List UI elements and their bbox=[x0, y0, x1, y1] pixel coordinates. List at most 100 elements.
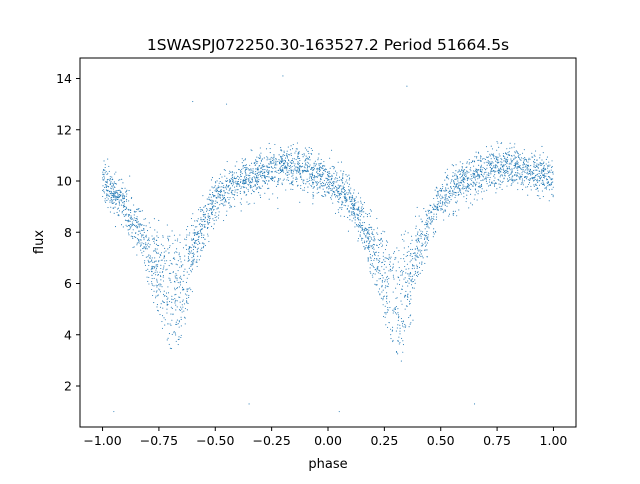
data-point bbox=[415, 255, 417, 257]
data-point bbox=[113, 212, 115, 214]
data-point bbox=[524, 171, 526, 174]
data-point bbox=[408, 282, 410, 284]
data-point bbox=[426, 214, 428, 216]
data-point bbox=[151, 281, 153, 283]
data-point bbox=[259, 164, 261, 167]
data-point bbox=[374, 283, 376, 285]
data-point bbox=[174, 289, 176, 291]
data-point bbox=[119, 192, 121, 194]
data-point bbox=[509, 177, 511, 179]
data-point bbox=[495, 158, 498, 161]
data-point bbox=[106, 196, 108, 198]
data-point bbox=[542, 180, 544, 182]
data-point bbox=[346, 198, 348, 200]
data-point bbox=[450, 187, 452, 189]
data-point bbox=[116, 195, 118, 197]
data-point bbox=[456, 175, 459, 177]
data-point bbox=[297, 167, 299, 169]
data-point bbox=[403, 240, 405, 242]
data-point bbox=[253, 172, 255, 174]
data-point bbox=[341, 203, 343, 205]
data-point bbox=[439, 205, 441, 207]
data-point bbox=[338, 198, 340, 200]
data-point bbox=[386, 275, 388, 277]
data-point bbox=[545, 186, 547, 188]
data-point bbox=[369, 246, 371, 248]
data-point bbox=[148, 238, 150, 241]
data-point bbox=[182, 300, 184, 302]
data-point bbox=[399, 330, 401, 332]
data-point bbox=[494, 171, 496, 173]
data-point bbox=[267, 188, 269, 190]
data-point bbox=[232, 179, 234, 182]
data-point bbox=[385, 266, 387, 268]
data-point bbox=[444, 196, 446, 198]
data-point bbox=[170, 281, 172, 284]
data-point bbox=[378, 239, 381, 241]
data-point bbox=[358, 225, 361, 227]
data-point bbox=[201, 250, 203, 252]
data-point bbox=[156, 231, 158, 233]
data-point bbox=[409, 303, 411, 305]
data-point bbox=[382, 255, 384, 257]
data-point bbox=[342, 185, 344, 187]
data-point bbox=[408, 326, 410, 328]
data-point bbox=[416, 264, 418, 266]
data-point bbox=[322, 169, 325, 172]
data-point bbox=[379, 270, 381, 272]
data-point bbox=[531, 171, 533, 173]
data-point bbox=[207, 223, 209, 225]
data-point bbox=[113, 191, 115, 193]
data-point bbox=[282, 179, 284, 181]
data-point bbox=[536, 163, 538, 165]
data-point bbox=[292, 171, 295, 173]
data-point bbox=[245, 164, 247, 166]
data-point bbox=[532, 171, 534, 173]
data-point bbox=[516, 175, 518, 177]
data-point bbox=[349, 211, 351, 213]
data-point bbox=[273, 162, 275, 164]
data-point bbox=[408, 273, 410, 275]
data-point bbox=[191, 264, 193, 266]
data-point bbox=[459, 177, 461, 179]
data-point bbox=[104, 164, 106, 166]
data-point bbox=[259, 147, 261, 149]
data-point bbox=[348, 183, 350, 185]
data-point bbox=[148, 264, 150, 267]
data-point bbox=[110, 187, 112, 189]
data-point bbox=[124, 187, 126, 189]
data-point bbox=[109, 178, 111, 180]
data-point bbox=[220, 189, 222, 191]
data-point bbox=[345, 193, 347, 195]
data-point bbox=[458, 182, 460, 184]
data-point bbox=[189, 287, 191, 289]
data-point bbox=[490, 153, 493, 155]
data-point bbox=[166, 304, 168, 306]
data-point bbox=[392, 291, 394, 293]
data-point bbox=[219, 189, 222, 191]
data-point bbox=[424, 224, 426, 226]
data-point bbox=[523, 149, 525, 151]
data-point bbox=[403, 247, 405, 249]
data-point bbox=[286, 162, 288, 164]
data-point bbox=[329, 167, 331, 169]
data-point bbox=[422, 244, 424, 246]
data-point bbox=[465, 186, 467, 188]
data-point bbox=[166, 312, 168, 314]
data-point bbox=[478, 164, 480, 166]
data-point bbox=[379, 293, 381, 295]
data-point bbox=[433, 228, 435, 230]
data-point bbox=[433, 218, 435, 221]
data-point bbox=[421, 250, 423, 252]
data-point bbox=[285, 173, 287, 175]
data-point bbox=[240, 171, 242, 173]
data-point bbox=[525, 178, 528, 180]
data-point bbox=[374, 273, 376, 275]
data-point bbox=[452, 191, 454, 193]
data-point bbox=[185, 244, 187, 246]
data-point bbox=[209, 218, 211, 220]
data-point bbox=[379, 258, 381, 260]
data-point bbox=[369, 271, 371, 273]
data-point bbox=[275, 167, 277, 169]
data-point bbox=[105, 201, 107, 203]
